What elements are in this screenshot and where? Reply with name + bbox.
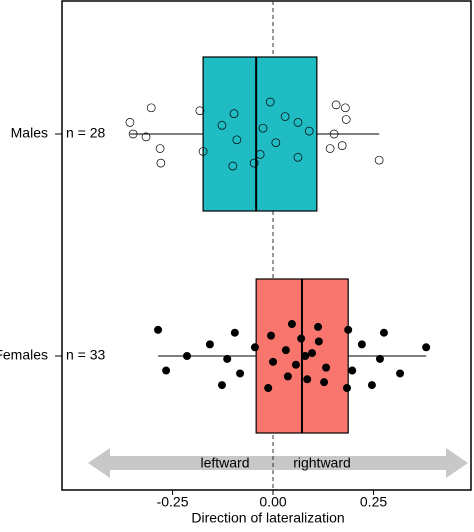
data-point: [287, 320, 296, 328]
data-point: [154, 325, 163, 334]
data-point: [249, 158, 259, 168]
data-point: [325, 144, 335, 153]
data-point: [183, 352, 192, 360]
data-point: [322, 363, 331, 372]
data-point: [341, 115, 351, 124]
direction-arrow: [88, 448, 468, 478]
data-point: [228, 161, 238, 171]
data-point: [303, 375, 312, 384]
x-tick-label: 0.25: [360, 494, 387, 510]
data-point: [348, 366, 357, 375]
data-point: [236, 369, 245, 378]
data-point: [217, 120, 227, 130]
data-point: [250, 343, 259, 352]
plot-frame: [61, 0, 472, 491]
category-label: Males: [11, 125, 48, 141]
data-point: [258, 123, 268, 133]
data-point: [308, 349, 317, 358]
data-point: [156, 158, 166, 168]
data-point: [304, 126, 314, 136]
data-point: [357, 340, 366, 349]
data-point: [367, 381, 376, 390]
data-point: [264, 384, 273, 392]
data-point: [375, 354, 384, 363]
x-tick-label: -0.25: [157, 494, 189, 510]
n-label: n = 28: [66, 125, 106, 141]
data-point: [195, 106, 205, 116]
data-point: [301, 352, 310, 360]
data-point: [223, 354, 232, 363]
data-point: [337, 141, 347, 150]
data-point: [281, 346, 290, 355]
data-point: [320, 378, 329, 387]
data-point: [198, 147, 208, 156]
x-axis-label: Direction of lateralization: [191, 510, 344, 526]
data-point: [229, 109, 239, 118]
data-point: [269, 357, 278, 366]
data-point: [141, 132, 151, 142]
data-point: [271, 138, 281, 148]
data-point: [162, 366, 171, 375]
data-point: [297, 334, 306, 343]
data-point: [146, 103, 156, 113]
data-point: [293, 118, 303, 127]
data-point: [280, 112, 290, 121]
data-point: [379, 328, 388, 337]
x-tick-label: 0.00: [259, 494, 286, 510]
box: [202, 56, 318, 212]
data-point: [331, 100, 341, 110]
data-point: [329, 129, 339, 139]
data-point: [128, 129, 138, 139]
arrow-label: leftward: [200, 455, 249, 471]
data-point: [341, 103, 350, 113]
data-point: [267, 331, 276, 340]
data-point: [314, 337, 323, 346]
data-point: [205, 340, 214, 349]
data-point: [291, 360, 300, 369]
data-point: [342, 384, 351, 392]
arrow-label: rightward: [293, 455, 351, 471]
data-point: [255, 150, 265, 159]
data-point: [217, 381, 226, 390]
n-label: n = 33: [66, 347, 106, 363]
category-label: Females: [0, 347, 48, 363]
data-point: [396, 369, 405, 378]
data-point: [125, 118, 135, 127]
data-point: [232, 135, 242, 145]
data-point: [293, 152, 303, 162]
data-point: [265, 97, 275, 107]
data-point: [283, 372, 292, 381]
data-point: [155, 144, 165, 153]
data-point: [374, 155, 384, 165]
data-point: [422, 343, 431, 352]
data-point: [314, 322, 323, 331]
data-point: [230, 328, 239, 337]
data-point: [344, 325, 353, 334]
